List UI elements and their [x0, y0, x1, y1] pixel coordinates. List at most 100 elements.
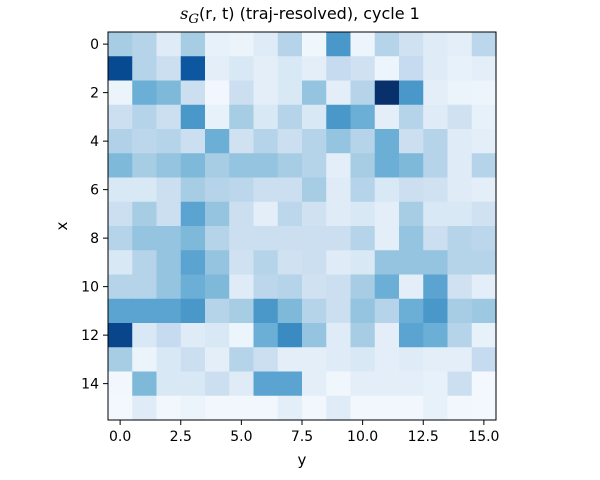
heatmap-cell: [205, 129, 230, 154]
heatmap-cells: [108, 32, 497, 421]
heatmap-cell: [156, 323, 182, 348]
heatmap-cell: [156, 80, 182, 106]
heatmap-cell: [302, 177, 327, 203]
heatmap-cell: [350, 153, 376, 179]
heatmap-cell: [326, 177, 352, 203]
heatmap-cell: [277, 371, 303, 397]
heatmap-cell: [423, 395, 449, 421]
heatmap-cell: [229, 347, 255, 373]
heatmap-cell: [326, 274, 352, 300]
heatmap-cell: [180, 250, 206, 276]
heatmap-cell: [302, 395, 327, 421]
heatmap-cell: [374, 395, 400, 421]
heatmap-cell: [447, 129, 473, 154]
heatmap-cell: [374, 153, 400, 179]
heatmap-cell: [447, 371, 473, 397]
heatmap-cell: [447, 153, 473, 179]
heatmap-cell: [229, 274, 255, 300]
y-tick-label: 12: [81, 328, 99, 344]
heatmap-cell: [108, 32, 133, 57]
heatmap-cell: [423, 201, 449, 227]
title-symbol: s: [180, 4, 189, 23]
heatmap-cell: [350, 371, 376, 397]
heatmap-cell: [277, 32, 303, 57]
heatmap-cell: [253, 201, 279, 227]
heatmap-cell: [156, 274, 182, 300]
heatmap-cell: [180, 80, 206, 106]
heatmap-cell: [229, 80, 255, 106]
heatmap-cell: [132, 323, 158, 348]
heatmap-cell: [302, 371, 327, 397]
heatmap-cell: [253, 104, 279, 130]
heatmap-cell: [423, 226, 449, 251]
heatmap-cell: [180, 177, 206, 203]
heatmap-cell: [108, 201, 133, 227]
heatmap-cell: [302, 56, 327, 82]
heatmap-cell: [108, 298, 133, 324]
heatmap-cell: [253, 226, 279, 251]
heatmap-cell: [471, 80, 497, 106]
heatmap-cell: [156, 395, 182, 421]
x-axis-label: y: [298, 451, 307, 469]
heatmap-cell: [374, 347, 400, 373]
y-tick-label: 8: [90, 231, 99, 247]
heatmap-cell: [447, 298, 473, 324]
y-tick-label: 6: [90, 183, 99, 199]
heatmap-cell: [326, 80, 352, 106]
heatmap-cell: [108, 177, 133, 203]
heatmap-cell: [374, 32, 400, 57]
heatmap-cell: [229, 177, 255, 203]
heatmap-cell: [350, 129, 376, 154]
heatmap-cell: [132, 226, 158, 251]
heatmap-cell: [350, 201, 376, 227]
heatmap-cell: [471, 56, 497, 82]
heatmap-cell: [374, 250, 400, 276]
heatmap-cell: [205, 201, 230, 227]
heatmap-cell: [423, 250, 449, 276]
heatmap-cell: [326, 323, 352, 348]
heatmap-cell: [326, 201, 352, 227]
heatmap-cell: [205, 298, 230, 324]
heatmap-cell: [180, 32, 206, 57]
heatmap-cell: [423, 80, 449, 106]
heatmap-cell: [277, 104, 303, 130]
heatmap-cell: [253, 80, 279, 106]
heatmap-cell: [108, 153, 133, 179]
heatmap-cell: [326, 298, 352, 324]
heatmap-cell: [326, 395, 352, 421]
heatmap-cell: [302, 104, 327, 130]
heatmap-cell: [253, 347, 279, 373]
heatmap-cell: [132, 56, 158, 82]
heatmap-cell: [229, 153, 255, 179]
heatmap-cell: [374, 80, 400, 106]
heatmap-cell: [205, 323, 230, 348]
heatmap-cell: [108, 347, 133, 373]
heatmap-cell: [447, 32, 473, 57]
heatmap-cell: [350, 298, 376, 324]
y-tick-label: 4: [90, 134, 99, 150]
heatmap-cell: [399, 347, 424, 373]
heatmap-cell: [471, 371, 497, 397]
heatmap-cell: [471, 347, 497, 373]
heatmap-cell: [156, 298, 182, 324]
heatmap-cell: [156, 177, 182, 203]
x-tick-label: 5.0: [230, 429, 252, 445]
heatmap-cell: [471, 104, 497, 130]
heatmap-cell: [374, 129, 400, 154]
heatmap-cell: [132, 177, 158, 203]
title-subscript: G: [188, 12, 199, 28]
heatmap-cell: [423, 129, 449, 154]
heatmap-cell: [180, 395, 206, 421]
heatmap-cell: [229, 250, 255, 276]
heatmap-cell: [399, 395, 424, 421]
y-tick-label: 14: [81, 377, 99, 393]
title-rest: (traj-resolved), cycle 1: [234, 4, 420, 23]
heatmap-cell: [399, 323, 424, 348]
heatmap-cell: [108, 274, 133, 300]
heatmap-cell: [156, 226, 182, 251]
heatmap-cell: [423, 56, 449, 82]
heatmap-cell: [326, 32, 352, 57]
heatmap-cell: [374, 104, 400, 130]
heatmap-cell: [277, 129, 303, 154]
heatmap-cell: [132, 153, 158, 179]
